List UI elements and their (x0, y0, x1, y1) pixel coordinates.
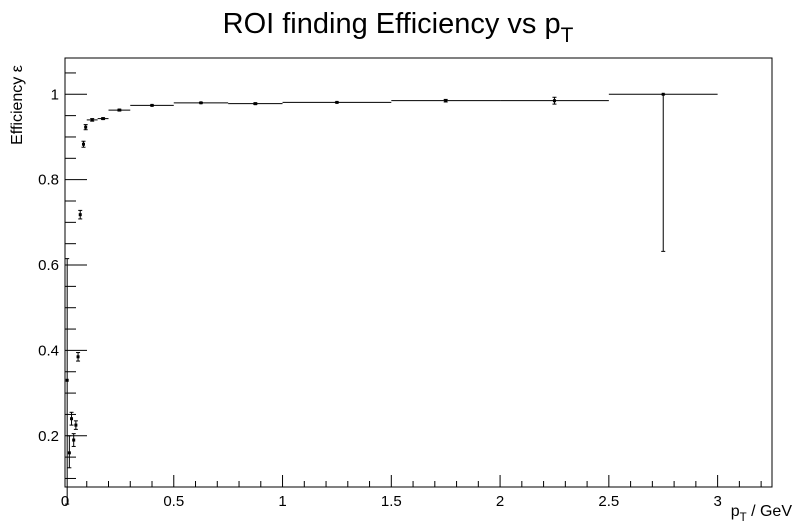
data-point (117, 108, 121, 112)
data-point (552, 99, 556, 103)
y-axis-title: Efficiency ε (9, 65, 26, 145)
x-tick-label: 1 (278, 493, 286, 510)
chart-title: ROI finding Efficiency vs pT (0, 8, 796, 47)
data-point (101, 117, 105, 121)
data-point (253, 102, 257, 106)
x-axis-title-unit: / GeV (746, 503, 792, 520)
x-axis-title: pT / GeV (730, 503, 792, 524)
x-tick-label: 1.5 (381, 493, 402, 510)
data-point (65, 378, 69, 382)
x-axis-title-subscript: T (739, 511, 747, 524)
data-point (78, 213, 82, 217)
data-point (199, 101, 203, 105)
data-point (90, 118, 94, 122)
y-tick-label: 0.2 (38, 428, 59, 445)
x-tick-label: 2 (496, 493, 504, 510)
y-tick-label: 0.4 (38, 342, 59, 359)
data-point (444, 99, 448, 103)
data-point (84, 125, 88, 129)
plot-frame (64, 57, 773, 488)
y-tick-label: 1 (51, 86, 59, 103)
x-tick-label: 0.5 (163, 493, 184, 510)
chart-title-main: ROI finding Efficiency vs p (222, 8, 561, 40)
chart-title-subscript: T (560, 23, 574, 47)
data-point (150, 103, 154, 107)
x-axis-title-main: p (730, 503, 740, 520)
x-tick-label: 3 (713, 493, 721, 510)
y-tick-label: 0.6 (38, 257, 59, 274)
x-tick-label: 0 (61, 493, 69, 510)
data-point (81, 142, 85, 146)
data-point (67, 451, 71, 455)
data-point (335, 100, 339, 104)
data-point (76, 355, 80, 359)
data-point (70, 417, 74, 421)
x-tick-label: 2.5 (598, 493, 619, 510)
data-point (74, 423, 78, 427)
data-point (661, 92, 665, 96)
data-point (72, 438, 76, 442)
y-tick-label: 0.8 (38, 172, 59, 189)
